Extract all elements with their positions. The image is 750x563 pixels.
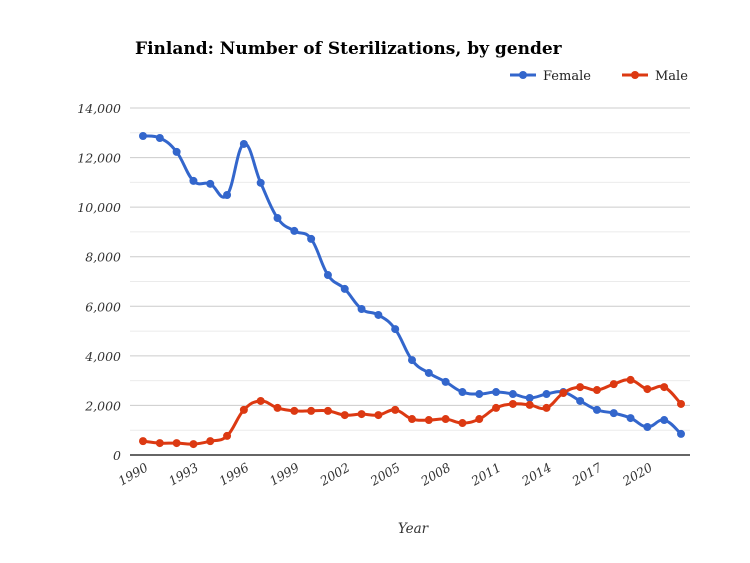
data-point-female-2010[interactable]: [475, 390, 484, 399]
data-point-female-1992[interactable]: [172, 147, 181, 156]
x-axis-ticks: 1990 1993 1996 1999 2002 2005 2008 2011 2014 2017…: [115, 460, 654, 489]
x-tick-label: 2005: [367, 460, 403, 489]
y-axis-ticks: 0 2,000 4,000 6,000 8,000 10,000 12,000 14,000: [77, 101, 121, 463]
legend-female-marker: [519, 71, 527, 79]
x-tick-label: 1990: [115, 460, 150, 489]
data-point-female-1990[interactable]: [139, 132, 147, 141]
x-tick-label: 2017: [569, 460, 605, 489]
y-tick-label: 10,000: [77, 200, 121, 215]
data-point-female-1996[interactable]: [239, 139, 248, 148]
data-point-female-2018[interactable]: [609, 409, 618, 418]
data-point-female-2016[interactable]: [576, 396, 585, 405]
data-point-male-2014[interactable]: [542, 403, 551, 412]
data-point-female-2003[interactable]: [357, 305, 366, 314]
data-point-male-2002[interactable]: [340, 411, 349, 420]
data-point-female-2021[interactable]: [660, 416, 669, 425]
data-point-male-2000[interactable]: [307, 406, 316, 415]
legend-item-male[interactable]: Male: [622, 69, 688, 84]
y-tick-label: 2,000: [84, 398, 121, 413]
data-point-male-2008[interactable]: [441, 415, 450, 424]
data-point-male-1995[interactable]: [223, 431, 232, 440]
data-point-male-2016[interactable]: [576, 383, 585, 392]
data-point-male-2020[interactable]: [643, 385, 652, 394]
data-point-male-1994[interactable]: [206, 437, 215, 446]
data-point-male-2013[interactable]: [525, 400, 534, 409]
data-point-female-2006[interactable]: [408, 356, 416, 365]
y-tick-label: 8,000: [85, 250, 121, 265]
data-point-male-2009[interactable]: [458, 419, 467, 428]
data-point-male-1991[interactable]: [155, 439, 164, 448]
data-point-male-2011[interactable]: [492, 403, 501, 412]
x-axis-title: Year: [398, 521, 430, 537]
data-point-female-2000[interactable]: [307, 234, 316, 243]
data-point-female-1995[interactable]: [223, 190, 232, 199]
x-tick-label: 1999: [267, 460, 302, 489]
data-point-female-2020[interactable]: [643, 422, 652, 431]
data-point-male-2012[interactable]: [508, 399, 517, 408]
x-tick-label: 2008: [417, 460, 453, 489]
data-point-male-2010[interactable]: [475, 415, 484, 424]
data-point-male-1990[interactable]: [139, 437, 147, 446]
legend-item-female[interactable]: Female: [510, 69, 591, 84]
data-point-male-1999[interactable]: [290, 406, 299, 415]
data-point-female-2017[interactable]: [592, 405, 601, 414]
data-point-female-2022[interactable]: [677, 429, 685, 438]
data-point-female-1994[interactable]: [206, 179, 215, 188]
x-tick-label: 2002: [316, 460, 352, 489]
y-tick-label: 0: [113, 448, 121, 463]
data-point-female-2001[interactable]: [323, 271, 332, 280]
data-point-female-2008[interactable]: [441, 377, 450, 386]
data-point-male-1993[interactable]: [189, 440, 198, 449]
y-tick-label: 12,000: [77, 151, 121, 166]
data-point-male-1996[interactable]: [239, 405, 248, 414]
data-point-female-2002[interactable]: [340, 284, 349, 293]
data-point-female-2009[interactable]: [458, 388, 467, 397]
data-point-female-2004[interactable]: [374, 310, 383, 319]
data-point-female-1991[interactable]: [155, 133, 164, 142]
data-point-female-1998[interactable]: [273, 214, 282, 223]
data-point-female-2012[interactable]: [508, 390, 517, 399]
data-point-female-2019[interactable]: [626, 414, 635, 423]
data-point-male-2022[interactable]: [677, 399, 685, 408]
data-point-male-2015[interactable]: [559, 389, 568, 398]
data-point-male-2003[interactable]: [357, 410, 366, 419]
data-point-male-2006[interactable]: [408, 415, 416, 424]
data-point-male-2017[interactable]: [592, 386, 601, 395]
data-point-male-2001[interactable]: [323, 406, 332, 415]
y-tick-label: 6,000: [85, 299, 121, 314]
legend-male-label: Male: [655, 69, 688, 84]
y-tick-label: 14,000: [77, 101, 121, 116]
data-point-female-2011[interactable]: [492, 388, 501, 397]
data-point-male-2007[interactable]: [424, 416, 433, 425]
data-point-male-1998[interactable]: [273, 403, 282, 412]
data-point-male-2018[interactable]: [609, 380, 618, 389]
x-tick-label: 2011: [468, 460, 504, 489]
data-point-female-2013[interactable]: [525, 393, 534, 402]
legend: Female Male: [510, 69, 688, 84]
data-point-female-1999[interactable]: [290, 226, 299, 235]
data-point-male-2005[interactable]: [391, 405, 400, 414]
data-point-male-2021[interactable]: [660, 383, 669, 392]
data-point-female-1993[interactable]: [189, 176, 198, 185]
data-point-female-2005[interactable]: [391, 325, 400, 334]
legend-male-marker: [631, 71, 639, 79]
y-tick-label: 4,000: [84, 349, 121, 364]
data-point-male-1992[interactable]: [172, 439, 181, 448]
data-point-female-2014[interactable]: [542, 390, 551, 399]
legend-female-label: Female: [543, 69, 591, 84]
x-tick-label: 2014: [518, 460, 554, 489]
data-point-male-1997[interactable]: [256, 396, 265, 405]
data-point-female-1997[interactable]: [256, 178, 265, 187]
data-point-female-2007[interactable]: [424, 368, 433, 377]
x-tick-label: 1996: [216, 460, 251, 489]
x-tick-label: 2020: [619, 460, 655, 489]
data-point-male-2004[interactable]: [374, 411, 383, 420]
gridlines: [130, 107, 690, 431]
data-point-male-2019[interactable]: [626, 375, 635, 384]
series-group: [139, 132, 685, 449]
x-tick-label: 1993: [166, 460, 201, 489]
chart-title: Finland: Number of Sterilizations, by ge…: [135, 39, 563, 59]
